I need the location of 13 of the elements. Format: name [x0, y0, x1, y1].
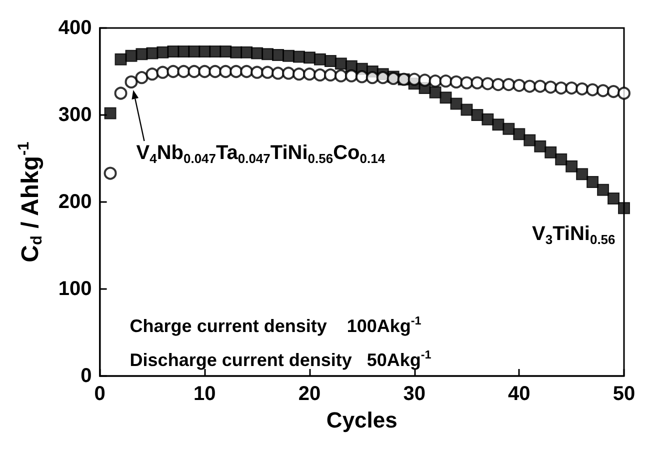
x-tick-label: 20	[298, 383, 321, 405]
y-tick-label: 0	[80, 365, 92, 387]
x-tick-label: 40	[508, 383, 530, 405]
x-tick-label: 0	[94, 383, 106, 405]
x-axis-title: Cycles	[326, 407, 398, 432]
x-tick-label: 50	[612, 383, 636, 405]
y-axis-title: Cd / Ahkg-1	[16, 141, 46, 262]
x-tick-label: 30	[403, 383, 426, 405]
y-tick-label: 100	[58, 278, 92, 300]
y-tick-label: 200	[58, 191, 92, 213]
y-tick-label: 300	[58, 104, 92, 126]
y-tick-label: 400	[58, 17, 92, 39]
x-tick-label: 10	[194, 383, 216, 405]
